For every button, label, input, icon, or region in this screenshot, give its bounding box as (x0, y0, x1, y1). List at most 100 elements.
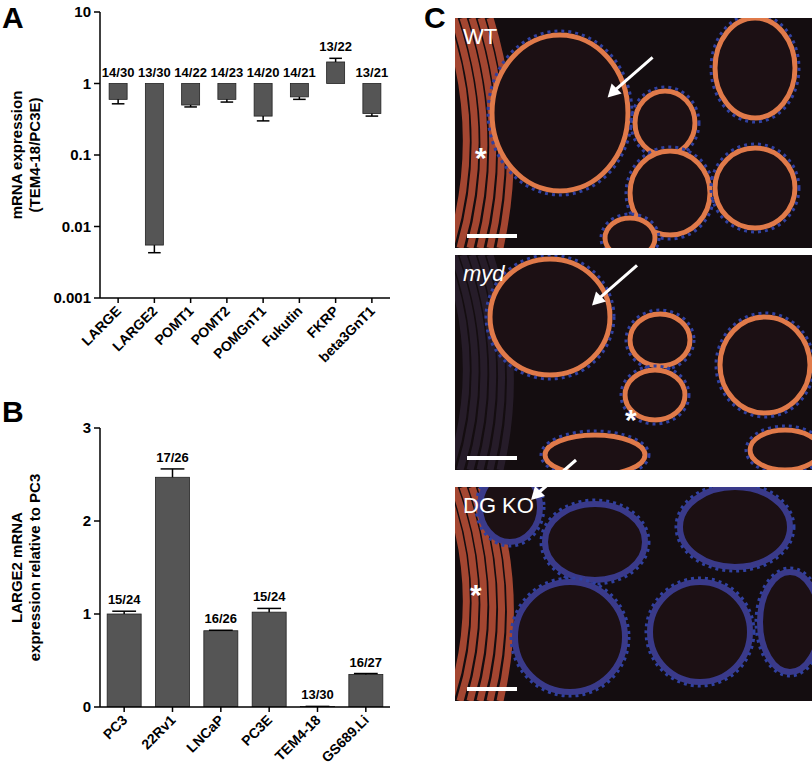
error-bar (329, 58, 342, 62)
gland (750, 430, 812, 470)
gland (515, 582, 625, 692)
annotation: 17/26 (156, 450, 189, 465)
micrograph: DG KO * (445, 460, 812, 701)
image-label: DG KO (463, 493, 534, 518)
arrow-head (531, 486, 545, 500)
y-axis-label: LARGE2 mRNAexpression relative to PC3 (8, 474, 43, 662)
y-tick-label: 0.01 (62, 218, 91, 235)
asterisk: * (475, 141, 487, 174)
y-tick-label: 3 (83, 419, 91, 436)
annotation: 14/20 (247, 65, 280, 80)
error-cap (329, 58, 342, 60)
bars (107, 469, 383, 707)
arrow (537, 460, 576, 494)
x-tick (317, 707, 319, 712)
gland (650, 582, 750, 682)
x-tick (226, 298, 228, 303)
error-bar (112, 611, 136, 614)
gland (545, 504, 645, 580)
gland (492, 35, 628, 191)
micrograph-content (455, 487, 812, 701)
gland (680, 487, 790, 567)
panel-letter: B (2, 395, 24, 428)
x-tick-label: Fukutin (258, 303, 305, 350)
nuclei (601, 214, 659, 248)
y-tick (94, 226, 100, 228)
x-tick-label: POMT1 (151, 303, 197, 349)
nuclei (541, 500, 649, 584)
x-tick-label: beta3GnT1 (316, 303, 379, 366)
x-tick (117, 298, 119, 303)
error-stem (172, 469, 174, 477)
annotation: 13/22 (319, 39, 352, 54)
bar (327, 62, 345, 84)
nuclei (486, 255, 614, 379)
y-tick-label: 0 (83, 698, 91, 715)
bar (349, 674, 383, 707)
y-tick-label: 1 (83, 75, 91, 92)
bar (363, 84, 381, 114)
nuclei (511, 578, 629, 696)
x-axis-line (100, 297, 390, 299)
error-bar (161, 469, 185, 477)
nuclei (711, 144, 799, 232)
y-tick-label: 0.1 (70, 146, 91, 163)
x-tick-label: 22Rv1 (138, 712, 179, 753)
y-tick (94, 613, 100, 615)
nuclei (488, 31, 632, 195)
y-tick-label: 1 (83, 605, 91, 622)
nuclei (631, 87, 699, 159)
x-tick (123, 707, 125, 712)
error-cap (148, 252, 161, 254)
gland (720, 317, 810, 413)
gland (490, 259, 610, 375)
asterisk: * (470, 578, 482, 611)
error-bar (366, 114, 379, 117)
arrow-head (608, 83, 622, 97)
bar (107, 614, 141, 707)
y-tick (94, 297, 100, 299)
error-bar (209, 630, 233, 631)
y-axis-label-line: (TEM4-18/PC3E) (26, 97, 43, 212)
annotation: 13/30 (138, 65, 171, 80)
x-tick (172, 707, 174, 712)
y-tick (94, 11, 100, 13)
asterisk: * (625, 403, 637, 436)
arrow-head (592, 291, 606, 305)
x-tick (299, 298, 301, 303)
bar (252, 612, 286, 707)
panel-0: AmRNA expression(TEM4-18/PC3E)14/3013/30… (2, 1, 390, 365)
error-cap (161, 468, 185, 470)
micrograph: myd* (445, 255, 812, 479)
annotation: 15/24 (108, 592, 141, 607)
error-bar (221, 99, 234, 102)
x-axis-line (100, 706, 390, 708)
x-tick-label: LNCaP (183, 712, 227, 756)
x-tick-label: GS689.Li (318, 712, 372, 766)
y-tick (94, 427, 100, 429)
error-bar (257, 116, 270, 121)
annotation: 13/30 (301, 687, 334, 702)
error-cap (221, 101, 234, 103)
y-axis-line (99, 428, 101, 707)
x-tick (220, 707, 222, 712)
y-tick (94, 154, 100, 156)
panel-1: B LARGE2 mRNAexpression relative to PC3 15… (2, 395, 390, 765)
error-bar (257, 608, 281, 612)
error-cap (257, 608, 281, 610)
error-cap (112, 610, 136, 612)
nuclei (716, 313, 812, 417)
error-bar (354, 673, 378, 675)
nuclei (541, 431, 649, 470)
x-tick-label: TEM4-18 (272, 712, 324, 764)
x-tick (262, 298, 264, 303)
bar (254, 84, 272, 117)
micrograph-content (455, 255, 812, 470)
error-stem (154, 245, 156, 253)
figure: AmRNA expression(TEM4-18/PC3E)14/3013/30… (0, 0, 812, 777)
bar (218, 84, 236, 100)
scale-bar (467, 687, 517, 691)
nuclei (756, 568, 812, 676)
error-cap (209, 630, 233, 632)
x-tick (365, 707, 367, 712)
